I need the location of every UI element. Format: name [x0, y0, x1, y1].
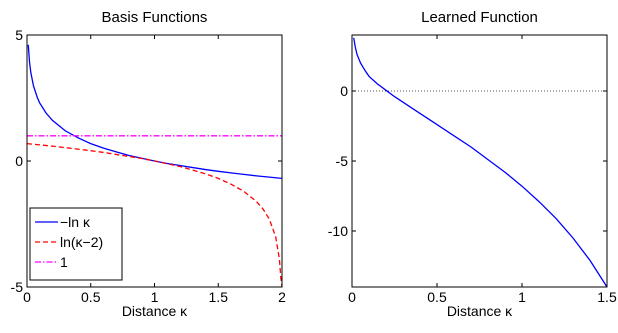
chart-panel-2: Learned Function 0 0.5 1 1.5 -10 -5 0 Distance κ: [328, 9, 617, 319]
x-axis-label: Distance κ: [447, 303, 513, 319]
x-tick-label: 1.5: [597, 289, 617, 305]
series-line-2: [27, 142, 282, 287]
x-tick-label: 1: [151, 289, 159, 305]
series-line-1: [27, 44, 282, 180]
legend-label-3: 1: [60, 254, 68, 270]
plot-frame: [351, 34, 608, 288]
y-tick-label: -5: [336, 153, 349, 169]
chart-title: Learned Function: [421, 9, 538, 26]
x-tick-label: 0.5: [81, 289, 101, 305]
y-tick-label: -5: [11, 279, 24, 295]
x-axis-label: Distance κ: [122, 303, 188, 319]
y-tick-label: 5: [15, 27, 23, 43]
x-tick-label: 2: [278, 289, 286, 305]
y-tick-label: 0: [15, 153, 23, 169]
y-tick-label: -10: [328, 223, 348, 239]
legend-label-1: −ln κ: [60, 214, 91, 230]
y-tick-label: 0: [340, 83, 348, 99]
legend-label-2: ln(κ−2): [60, 234, 103, 250]
x-tick-label: 0.5: [427, 289, 447, 305]
x-tick-label: 1: [518, 289, 526, 305]
x-tick-label: 1.5: [209, 289, 229, 305]
legend: −ln κ ln(κ−2) 1: [29, 207, 123, 281]
series-line-1: [353, 37, 607, 287]
legend-box: [29, 207, 123, 281]
x-tick-label: 0: [348, 289, 356, 305]
x-tick-label: 0: [23, 289, 31, 305]
chart-title: Basis Functions: [102, 9, 208, 26]
